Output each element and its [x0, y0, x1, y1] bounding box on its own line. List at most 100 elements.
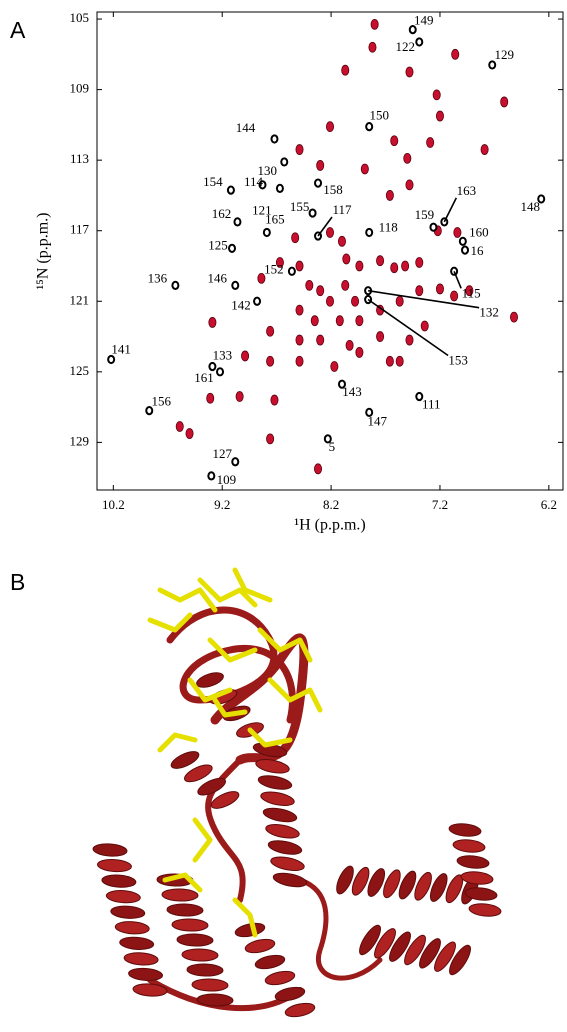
peak-label: 133 [213, 348, 233, 363]
peak [295, 304, 304, 316]
peak [451, 48, 460, 60]
helix-turn [262, 807, 298, 823]
helix-turn [244, 938, 276, 954]
helix-turn [445, 874, 464, 904]
peak [305, 279, 314, 291]
panel-label: A [10, 17, 26, 43]
helix-turn [105, 890, 141, 904]
peak [295, 334, 304, 346]
peak-label: 153 [448, 352, 468, 367]
helix-turn [161, 888, 199, 902]
peak [258, 180, 267, 190]
peak-label: 156 [152, 394, 172, 409]
peak [368, 41, 377, 53]
peak [145, 406, 154, 416]
side-chain [257, 627, 313, 663]
helix-turn [270, 856, 305, 872]
helix-turn [210, 791, 240, 809]
peak-label: 142 [231, 297, 251, 312]
helix-turn [234, 922, 266, 938]
peak [510, 311, 519, 323]
peak [405, 334, 414, 346]
helix-turn [123, 952, 159, 966]
peak-label: 129 [494, 47, 514, 62]
peak-label: 144 [236, 120, 256, 135]
leader-line [317, 216, 333, 237]
peak [216, 367, 225, 377]
peak-label: 125 [208, 237, 228, 252]
peak-label: 132 [479, 305, 499, 320]
helix-turn [186, 963, 224, 977]
helix-turn [191, 978, 229, 992]
peak-label: 141 [111, 341, 131, 356]
peak [401, 260, 410, 272]
peak [395, 295, 404, 307]
peak-label: 5 [329, 439, 336, 454]
peak-label: 111 [422, 397, 441, 412]
peak [235, 391, 244, 402]
side-chain [267, 677, 323, 713]
helix-turn [448, 823, 482, 837]
peak-label: 114 [244, 174, 264, 189]
side-chain [207, 637, 258, 663]
peak-label: 149 [414, 13, 434, 28]
x-tick-label: 6.2 [541, 497, 557, 512]
peak [458, 236, 467, 246]
side-chain [187, 677, 233, 703]
x-tick-label: 8.2 [323, 497, 339, 512]
peak-label: 158 [323, 182, 343, 197]
helix-turn [96, 858, 132, 873]
y-tick-label: 125 [70, 363, 90, 378]
peak-label: 146 [208, 270, 228, 285]
peak [207, 471, 216, 481]
peak [206, 392, 215, 404]
side-chain [192, 817, 213, 863]
peak [355, 347, 364, 358]
peak [415, 285, 424, 297]
peak [341, 64, 350, 76]
helix-turn [181, 948, 219, 962]
peak [295, 144, 304, 155]
peak-label: 159 [415, 207, 435, 222]
peak [316, 334, 325, 346]
peak [266, 325, 275, 337]
helix-turn [274, 986, 306, 1002]
helix-turn [184, 764, 213, 783]
peak [415, 37, 424, 47]
peak-label: 117 [333, 202, 353, 217]
x-tick-label: 10.2 [102, 497, 125, 512]
helix-turn [464, 887, 498, 901]
y-tick-label: 105 [70, 10, 90, 25]
helix-turn [434, 941, 456, 972]
peak [500, 96, 509, 108]
peak [420, 320, 429, 332]
helix-turn [272, 872, 308, 888]
helix-turn [255, 758, 290, 774]
peak [450, 290, 459, 302]
peak [370, 18, 379, 30]
helix-turn [284, 1002, 316, 1018]
peak [432, 89, 441, 101]
peak [226, 185, 235, 195]
helix-turn [449, 944, 471, 976]
peak [233, 217, 242, 227]
helix-turn [429, 873, 448, 902]
peak [314, 178, 323, 188]
leader-line [367, 289, 480, 309]
helix-turn [336, 865, 354, 895]
peak [351, 295, 360, 307]
peak [280, 157, 289, 167]
helix-turn [119, 936, 155, 950]
peak [537, 194, 546, 204]
peak-label: 152 [264, 261, 284, 276]
y-axis-title: ¹⁵N (p.p.m.) [35, 212, 52, 289]
peak [365, 407, 374, 417]
peak [310, 315, 319, 327]
peak [415, 391, 424, 402]
helix-turn [260, 791, 295, 807]
leader-line [367, 298, 449, 357]
peak-label: 160 [469, 224, 489, 239]
peak-label: 147 [367, 413, 387, 428]
peak-label: 118 [379, 219, 398, 234]
